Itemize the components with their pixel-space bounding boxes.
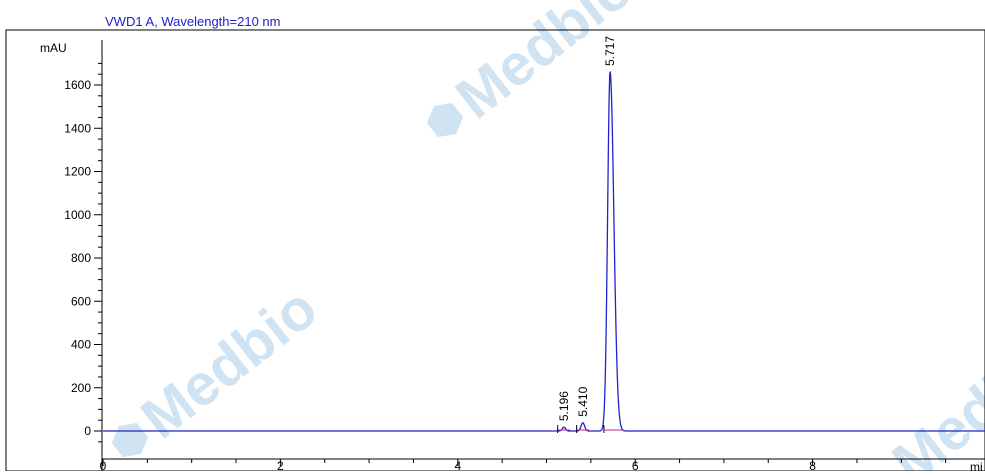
peak-label-5.717: 5.717 bbox=[603, 36, 617, 66]
peak-label-5.196: 5.196 bbox=[557, 391, 571, 421]
y-tick-label-400: 400 bbox=[71, 338, 91, 352]
y-axis-ticks: 0 200 400 600 800 1000 1200 1400 1600 bbox=[64, 62, 102, 443]
watermark-logo-2: Medbio bbox=[111, 275, 329, 457]
x-axis-unit: mi bbox=[970, 460, 983, 471]
y-tick-label-1400: 1400 bbox=[64, 121, 91, 135]
y-tick-label-1600: 1600 bbox=[64, 78, 91, 92]
y-tick-label-600: 600 bbox=[71, 294, 91, 308]
y-tick-label-0: 0 bbox=[84, 424, 91, 438]
watermark-group: Medbio Medbio Medbio bbox=[111, 0, 985, 476]
series-layer bbox=[103, 71, 985, 433]
x-tick-label-0: 0 bbox=[100, 459, 107, 471]
chart-title: VWD1 A, Wavelength=210 nm bbox=[105, 14, 280, 29]
x-tick-label-8: 8 bbox=[809, 459, 816, 471]
y-tick-label-1200: 1200 bbox=[64, 165, 91, 179]
y-tick-label-200: 200 bbox=[71, 381, 91, 395]
x-tick-label-2: 2 bbox=[277, 459, 284, 471]
x-tick-label-6: 6 bbox=[632, 459, 639, 471]
x-axis-ticks: 0 2 4 6 8 bbox=[100, 459, 947, 473]
watermark-logo-3: Medbio bbox=[880, 320, 985, 476]
peak-labels: 5.196 5.410 5.717 bbox=[557, 36, 617, 421]
x-tick-label-4: 4 bbox=[454, 459, 461, 471]
y-tick-label-800: 800 bbox=[71, 251, 91, 265]
watermark-text-2: Medbio bbox=[129, 275, 329, 451]
y-tick-label-1000: 1000 bbox=[64, 208, 91, 222]
watermark-text-3: Medbio bbox=[880, 320, 985, 471]
peak-label-5.410: 5.410 bbox=[576, 386, 590, 416]
y-axis-unit: mAU bbox=[40, 41, 67, 55]
chromatogram-trace bbox=[103, 71, 985, 432]
